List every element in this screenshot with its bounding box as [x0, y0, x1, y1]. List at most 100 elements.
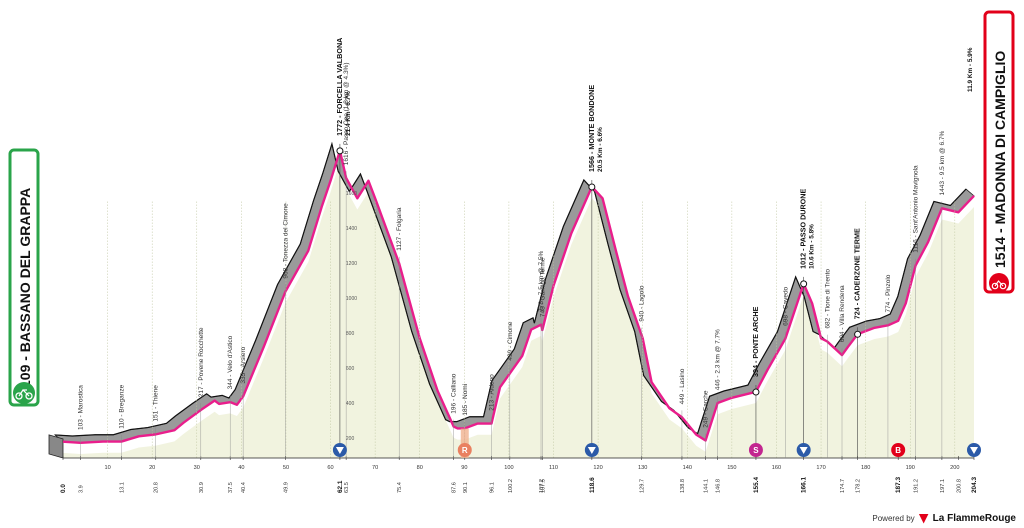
place-label: 778 - 7.5 km @ 7.5% — [538, 250, 545, 311]
sprint-marker-glyph: S — [753, 446, 759, 455]
start-badge: 109 - BASSANO DEL GRAPPA — [8, 148, 40, 407]
km-tick-label: 20 — [149, 465, 155, 471]
mountain-icon — [335, 447, 344, 454]
summit-label: 21.4 Km - 6.7% — [345, 91, 352, 136]
km-tick-label: 120 — [593, 465, 602, 471]
feed-marker-icon — [457, 443, 472, 457]
start-icon — [13, 382, 35, 404]
place-label: 499 - Cimone — [507, 321, 514, 360]
bike-frame-icon — [994, 280, 1004, 287]
place-label: 940 - Lagolo — [638, 285, 645, 322]
km-mark-label: 129.7 — [639, 479, 645, 493]
place-label: 1127 - Folgaria — [396, 207, 403, 251]
altitude-tick-label: 1600 — [346, 191, 357, 197]
summit-label: 1772 - FORCELLA VALBONA — [335, 38, 344, 136]
km-tick-label: 100 — [504, 465, 513, 471]
km-mark-label: 191.2 — [914, 479, 920, 493]
km-mark-label: 204.3 — [971, 477, 978, 493]
km-mark-label: 118.6 — [589, 477, 596, 493]
finish-badge: 1514 - MADONNA DI CAMPIGLIO — [983, 10, 1015, 294]
km-mark-label: 75.4 — [397, 482, 403, 493]
place-label: 774 - Pinzolo — [885, 274, 892, 312]
km-tick-label: 170 — [816, 465, 825, 471]
km-tick-label: 130 — [638, 465, 647, 471]
mountain-icon — [799, 447, 808, 454]
altitude-tick-label: 600 — [346, 366, 355, 372]
km-tick-label: 10 — [104, 465, 110, 471]
km-tick-label: 150 — [727, 465, 736, 471]
place-label: 1443 - 9.5 km @ 6.7% — [939, 130, 946, 195]
place-label: 446 - 2.3 km @ 7.7% — [715, 329, 722, 390]
place-label: 185 - Nomi — [462, 384, 469, 416]
place-label: 1116 - Sant'Antonio Mavignola — [913, 165, 920, 253]
altitude-tick-label: 1000 — [346, 296, 357, 302]
km-mark-label: 37.5 — [228, 482, 234, 493]
km-mark-label: 107.2 — [539, 479, 545, 493]
km-tick-label: 160 — [772, 465, 781, 471]
km-mark-label: 107.5 — [540, 479, 546, 493]
km-mark-label: 138.8 — [680, 479, 686, 493]
bonus-marker-icon — [891, 443, 906, 457]
km-mark-label: 146.8 — [716, 479, 722, 493]
km-mark-label: 100.2 — [508, 479, 514, 493]
km-gridlines — [63, 200, 974, 459]
place-label: 213 - Aldeno — [489, 374, 496, 411]
finish-icon — [989, 273, 1009, 293]
bonus-marker-glyph: B — [895, 446, 901, 455]
altitude-ticks: 200 400 600 800 1000 1200 1400 1600 — [346, 191, 357, 442]
bike-frame-icon — [18, 389, 30, 397]
km-markers: 0.0 3.9 13.1 20.8 30.9 37.5 40.4 49.9 62.1 63.5 75… — [60, 456, 978, 493]
feed-marker-glyph: R — [462, 446, 468, 455]
summit-dot — [854, 330, 862, 338]
place-label: 1616 - Passo Coe (1.8 km @ 4.3%) — [343, 62, 350, 165]
distance-ticks: 10 20 30 40 50 60 70 80 90 100 110 120 130 140 150 160 1… — [104, 465, 959, 471]
summit-label: 1566 - MONTE BONDONE — [587, 85, 596, 172]
km-tick-label: 80 — [417, 465, 423, 471]
summit-dot — [588, 183, 596, 191]
km-mark-label: 155.4 — [753, 477, 760, 493]
km-mark-label: 174.7 — [840, 479, 846, 493]
place-label: 968 - Tonezza del Cimone — [283, 203, 290, 279]
altitude-tick-label: 400 — [346, 401, 355, 407]
km-mark-label: 90.1 — [463, 482, 469, 493]
start-label: 109 - BASSANO DEL GRAPPA — [17, 188, 33, 388]
km-tick-label: 70 — [372, 465, 378, 471]
summit-label: 724 - CADERZONE TERME — [853, 228, 862, 319]
place-labels: 103 - Marostica 110 - Breganze 151 - Thien… — [77, 38, 946, 458]
km-mark-label: 87.6 — [452, 482, 458, 493]
km-tick-label: 180 — [861, 465, 870, 471]
brand-name: La FlammeRouge — [932, 513, 1016, 524]
km-tick-label: 190 — [906, 465, 915, 471]
bike-wheel-icon — [999, 282, 1007, 290]
start-frame — [8, 148, 40, 407]
km-mark-label: 40.4 — [241, 482, 247, 493]
km-tick-label: 50 — [283, 465, 289, 471]
km-mark-label: 166.1 — [801, 477, 808, 493]
bike-wheel-icon — [25, 392, 33, 400]
place-label: 103 - Marostica — [77, 385, 84, 430]
place-label: 449 - Lasino — [679, 368, 686, 404]
km-tick-label: 60 — [327, 465, 333, 471]
km-mark-label: 3.9 — [78, 485, 84, 493]
place-label: 682 - Tione di Trento — [824, 269, 831, 329]
place-label: 335 - Arsiero — [240, 346, 247, 383]
place-label: 249 - Sarche — [703, 390, 710, 428]
powered-by-text: Powered by — [872, 514, 915, 523]
km-mark-label: 144.1 — [704, 479, 710, 493]
km-mark-label: 49.9 — [284, 482, 290, 493]
bike-wheel-icon — [991, 282, 999, 290]
footer-credit: Powered by La FlammeRouge — [872, 513, 1016, 524]
km-mark-label: 200.8 — [956, 479, 962, 493]
sprint-marker-icon — [748, 443, 763, 457]
mountain-icon — [970, 447, 978, 454]
final-climb-note: 11.9 Km - 5.9% — [967, 47, 974, 92]
km-tick-label: 200 — [950, 465, 959, 471]
km-mark-label: 178.2 — [856, 479, 862, 493]
summit-dot — [336, 147, 344, 155]
summit-label: 10.6 Km - 5.8% — [809, 224, 816, 269]
km-mark-label: 187.3 — [895, 477, 902, 493]
km-mark-label: 63.5 — [344, 482, 350, 493]
altitude-tick-label: 1200 — [346, 261, 357, 267]
altitude-tick-label: 800 — [346, 331, 355, 337]
